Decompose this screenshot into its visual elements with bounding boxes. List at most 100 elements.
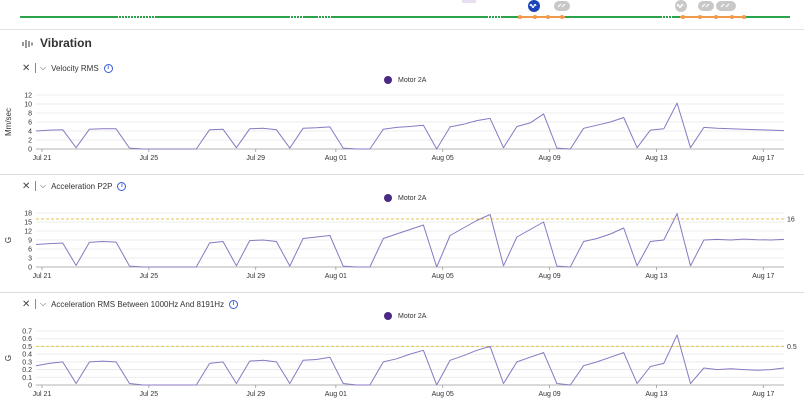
section-header: Vibration xyxy=(0,33,804,55)
y-tick-label: 15 xyxy=(24,220,32,227)
info-icon[interactable]: i xyxy=(117,181,127,191)
chart-legend[interactable]: Motor 2A xyxy=(384,194,426,202)
link-icon[interactable] xyxy=(554,1,570,11)
timeline-marker xyxy=(462,0,476,3)
y-tick-label: 0 xyxy=(28,147,32,154)
x-tick-label: Jul 29 xyxy=(246,391,265,398)
chevron-down-icon[interactable]: ⌵ xyxy=(40,299,47,308)
y-tick-label: 2 xyxy=(28,138,32,145)
panel-title-bar: ✕ ⌵ Acceleration RMS Between 1000Hz And … xyxy=(22,297,239,311)
panel-title-bar: ✕ ⌵ Velocity RMS i xyxy=(22,61,113,75)
panel-title: Velocity RMS xyxy=(51,63,99,73)
x-tick-label: Jul 25 xyxy=(140,391,159,398)
y-tick-label: 10 xyxy=(24,102,32,109)
panel-title-bar: ✕ ⌵ Acceleration P2P i xyxy=(22,179,127,193)
chart-panel-acceleration-rms: ✕ ⌵ Acceleration RMS Between 1000Hz And … xyxy=(0,297,804,409)
x-tick-label: Aug 17 xyxy=(752,391,774,398)
x-tick-label: Aug 05 xyxy=(432,155,454,162)
panel-title: Acceleration P2P xyxy=(51,181,113,191)
chart-svg-velocity-rms[interactable]: 0 2 4 6 8 10 12 Mm/sec Jul 21 Jul 25 Jul 29 Aug 01 A… xyxy=(0,61,804,173)
x-tick-label: Jul 25 xyxy=(140,155,159,162)
link-icon[interactable] xyxy=(716,1,736,11)
x-tick-label: Aug 09 xyxy=(538,391,560,398)
x-tick-label: Aug 01 xyxy=(325,273,347,280)
y-tick-label: 0.4 xyxy=(22,352,32,359)
x-tick-label: Jul 29 xyxy=(246,273,265,280)
x-tick-label: Aug 13 xyxy=(645,391,667,398)
x-tick-label: Jul 21 xyxy=(33,391,52,398)
y-axis-label: Mm/sec xyxy=(4,108,13,136)
close-icon[interactable]: ✕ xyxy=(22,298,31,310)
info-icon[interactable]: i xyxy=(103,63,113,73)
y-tick-label: 6 xyxy=(28,120,32,127)
panel-divider xyxy=(0,174,804,175)
y-tick-label: 3 xyxy=(28,256,32,263)
y-tick-label: 0.5 xyxy=(22,344,32,351)
y-tick-label: 12 xyxy=(24,229,32,236)
y-tick-label: 0.2 xyxy=(22,367,32,374)
legend-label: Motor 2A xyxy=(398,76,427,84)
legend-label: Motor 2A xyxy=(398,312,427,320)
timeline-event-dots xyxy=(518,15,746,19)
x-tick-label: Aug 05 xyxy=(432,391,454,398)
link-icon[interactable] xyxy=(698,1,714,11)
y-tick-label: 12 xyxy=(24,93,32,100)
y-tick-label: 0.1 xyxy=(22,375,32,382)
legend-swatch xyxy=(384,312,392,320)
chart-svg-acceleration-p2p[interactable]: 0 3 6 9 12 15 18 G Jul 21 Jul 25 Jul 29 Aug 01 Aug 0… xyxy=(0,179,804,291)
title-separator xyxy=(35,63,36,73)
y-tick-label: 18 xyxy=(24,211,32,218)
x-tick-label: Aug 09 xyxy=(538,273,560,280)
x-tick-label: Jul 29 xyxy=(246,155,265,162)
legend-swatch xyxy=(384,76,392,84)
x-tick-label: Aug 05 xyxy=(432,273,454,280)
series-line xyxy=(35,213,785,268)
series-line xyxy=(35,334,785,386)
close-icon[interactable]: ✕ xyxy=(22,180,31,192)
panel-divider xyxy=(0,292,804,293)
threshold-label: 16 xyxy=(787,217,795,224)
chart-panel-velocity-rms: ✕ ⌵ Velocity RMS i Motor 2A 0 2 4 6 8 10 12 Mm/… xyxy=(0,61,804,173)
close-icon[interactable]: ✕ xyxy=(22,62,31,74)
title-separator xyxy=(35,181,36,191)
y-tick-label: 6 xyxy=(28,247,32,254)
x-tick-label: Aug 13 xyxy=(645,155,667,162)
wave-icon[interactable] xyxy=(528,0,540,12)
y-tick-label: 0.3 xyxy=(22,359,32,366)
vibration-icon xyxy=(22,40,33,48)
x-tick-label: Jul 21 xyxy=(33,273,52,280)
series-line xyxy=(35,102,785,150)
y-tick-label: 4 xyxy=(28,129,32,136)
y-axis-label: G xyxy=(4,237,13,243)
y-tick-label: 0.6 xyxy=(22,336,32,343)
chart-legend[interactable]: Motor 2A xyxy=(384,312,426,320)
wave-icon[interactable] xyxy=(675,0,687,12)
y-tick-label: 0 xyxy=(28,265,32,272)
x-tick-label: Aug 17 xyxy=(752,155,774,162)
legend-label: Motor 2A xyxy=(398,194,427,202)
x-tick-label: Aug 17 xyxy=(752,273,774,280)
x-tick-label: Jul 25 xyxy=(140,273,159,280)
chevron-down-icon[interactable]: ⌵ xyxy=(40,63,47,72)
panel-title: Acceleration RMS Between 1000Hz And 8191… xyxy=(51,299,225,309)
timeline-strip[interactable] xyxy=(0,0,804,30)
threshold-label: 0.5 xyxy=(787,344,797,351)
x-tick-label: Aug 01 xyxy=(325,391,347,398)
title-separator xyxy=(35,299,36,309)
y-tick-label: 9 xyxy=(28,238,32,245)
y-tick-label: 8 xyxy=(28,111,32,118)
x-tick-label: Aug 13 xyxy=(645,273,667,280)
chart-panel-acceleration-p2p: ✕ ⌵ Acceleration P2P i Motor 2A 0 3 6 9 12 15… xyxy=(0,179,804,291)
x-tick-label: Aug 01 xyxy=(325,155,347,162)
x-tick-label: Aug 09 xyxy=(538,155,560,162)
info-icon[interactable]: i xyxy=(229,299,239,309)
y-tick-label: 0.7 xyxy=(22,329,32,336)
legend-swatch xyxy=(384,194,392,202)
x-tick-label: Jul 21 xyxy=(33,155,52,162)
y-tick-label: 0 xyxy=(28,383,32,390)
section-title: Vibration xyxy=(40,36,92,50)
chevron-down-icon[interactable]: ⌵ xyxy=(40,181,47,190)
y-axis-label: G xyxy=(4,355,13,361)
chart-legend[interactable]: Motor 2A xyxy=(384,76,426,84)
